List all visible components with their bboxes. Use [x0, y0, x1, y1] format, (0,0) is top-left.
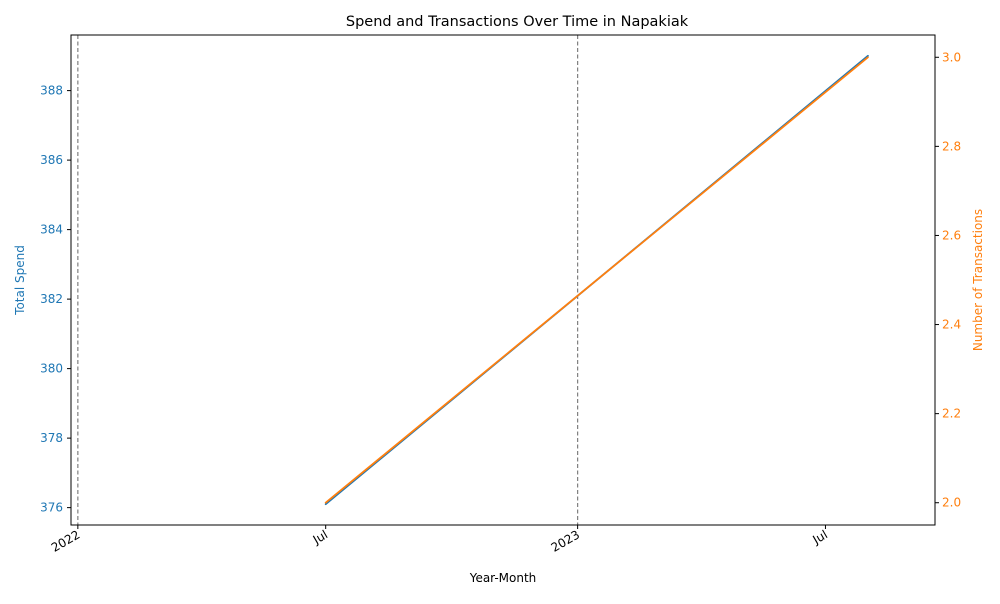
x-tick-label: Jul: [310, 527, 330, 547]
x-axis-label: Year-Month: [469, 571, 537, 585]
chart-title: Spend and Transactions Over Time in Napa…: [346, 14, 689, 30]
right-y-tick-label: 3.0: [942, 50, 961, 64]
left-y-tick-label: 386: [40, 153, 63, 167]
left-y-tick-label: 388: [40, 84, 63, 98]
series-layer: [324, 54, 869, 506]
left-y-tick-label: 378: [40, 431, 63, 445]
right-y-tick-label: 2.0: [942, 496, 961, 510]
left-y-tick-label: 376: [40, 501, 63, 515]
year-separator-layer: [77, 35, 579, 525]
left-y-tick-label: 382: [40, 292, 63, 306]
transactions-line: [324, 56, 869, 504]
right-y-tick-label: 2.6: [942, 228, 961, 242]
right-y-axis-label: Number of Transactions: [971, 209, 985, 351]
right-y-tick-label: 2.2: [942, 407, 961, 421]
left-y-tick-label: 380: [40, 362, 63, 376]
left-y-axis-label: Total Spend: [13, 245, 27, 316]
axis-layer: 2022 Jul 2023 Jul3763783803823843863882.02.…: [40, 50, 961, 555]
right-y-tick-label: 2.8: [942, 139, 961, 153]
right-y-tick-label: 2.4: [942, 318, 961, 332]
x-tick-label: Jul: [810, 527, 830, 547]
left-y-tick-label: 384: [40, 223, 63, 237]
plot-frame: [70, 34, 936, 526]
